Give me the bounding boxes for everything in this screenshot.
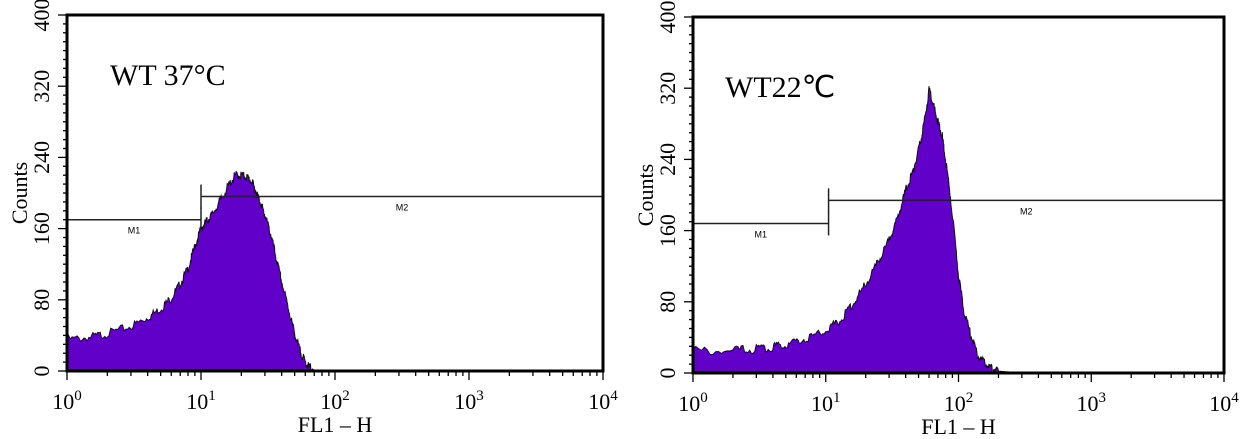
chart-2: M1 M2 0 80 160 240 320 400 Counts 100 101 102 103 104… [633, 1, 1239, 439]
chart-2-y-tick-label: 240 [655, 143, 680, 176]
chart-1-x-tick-label: 102 [320, 388, 350, 414]
chart-1-x-tick-label: 104 [588, 388, 618, 414]
chart-2-histogram-area [692, 86, 1224, 375]
chart-1-y-tick-label: 0 [29, 366, 54, 377]
chart-2-title: WT22℃ [725, 71, 835, 104]
chart-2-y-tick-label: 160 [655, 214, 680, 247]
chart-2-x-tick-label: 102 [944, 390, 974, 416]
chart-1-y-tick-label: 80 [29, 289, 54, 311]
chart-1-x-tick-label: 103 [454, 388, 484, 414]
chart-2-x-tick-label: 104 [1209, 390, 1239, 416]
chart-1-marker-m2-label: M2 [396, 203, 409, 213]
chart-2-x-tick-label: 100 [678, 390, 708, 416]
chart-1-y-tick-label: 320 [29, 70, 54, 103]
chart-1-y-tick-label: 400 [29, 0, 54, 32]
chart-2-y-tick-label: 80 [655, 291, 680, 313]
chart-2-marker-m1-label: M1 [755, 229, 768, 239]
chart-1-histogram-area [66, 170, 603, 372]
chart-1-x-tick-label: 101 [186, 388, 216, 414]
chart-2-x-axis-title: FL1 – H [921, 414, 996, 439]
chart-1-x-axis-title: FL1 – H [298, 412, 373, 437]
chart-2-y-tick-label: 320 [655, 72, 680, 105]
chart-2-y-tick-label: 400 [655, 1, 680, 34]
chart-1-y-tick-label: 160 [29, 212, 54, 245]
chart-1-y-axis-title: Counts [7, 162, 32, 224]
chart-1-x-tick-label: 100 [52, 388, 82, 414]
chart-2-marker-m2-label: M2 [1020, 206, 1033, 216]
chart-2-y-tick-label: 0 [655, 368, 680, 379]
chart-1-marker-m1-label: M1 [128, 226, 141, 236]
chart-2-x-tick-label: 101 [811, 390, 841, 416]
chart-2-y-axis-title: Counts [633, 164, 658, 226]
chart-1-y-tick-label: 240 [29, 141, 54, 174]
chart-1: M1 M2 0 80 160 240 320 400 Counts 100 101 102 103 104… [7, 0, 618, 437]
chart-2-x-tick-label: 103 [1077, 390, 1107, 416]
chart-1-title: WT 37°C [110, 59, 226, 92]
